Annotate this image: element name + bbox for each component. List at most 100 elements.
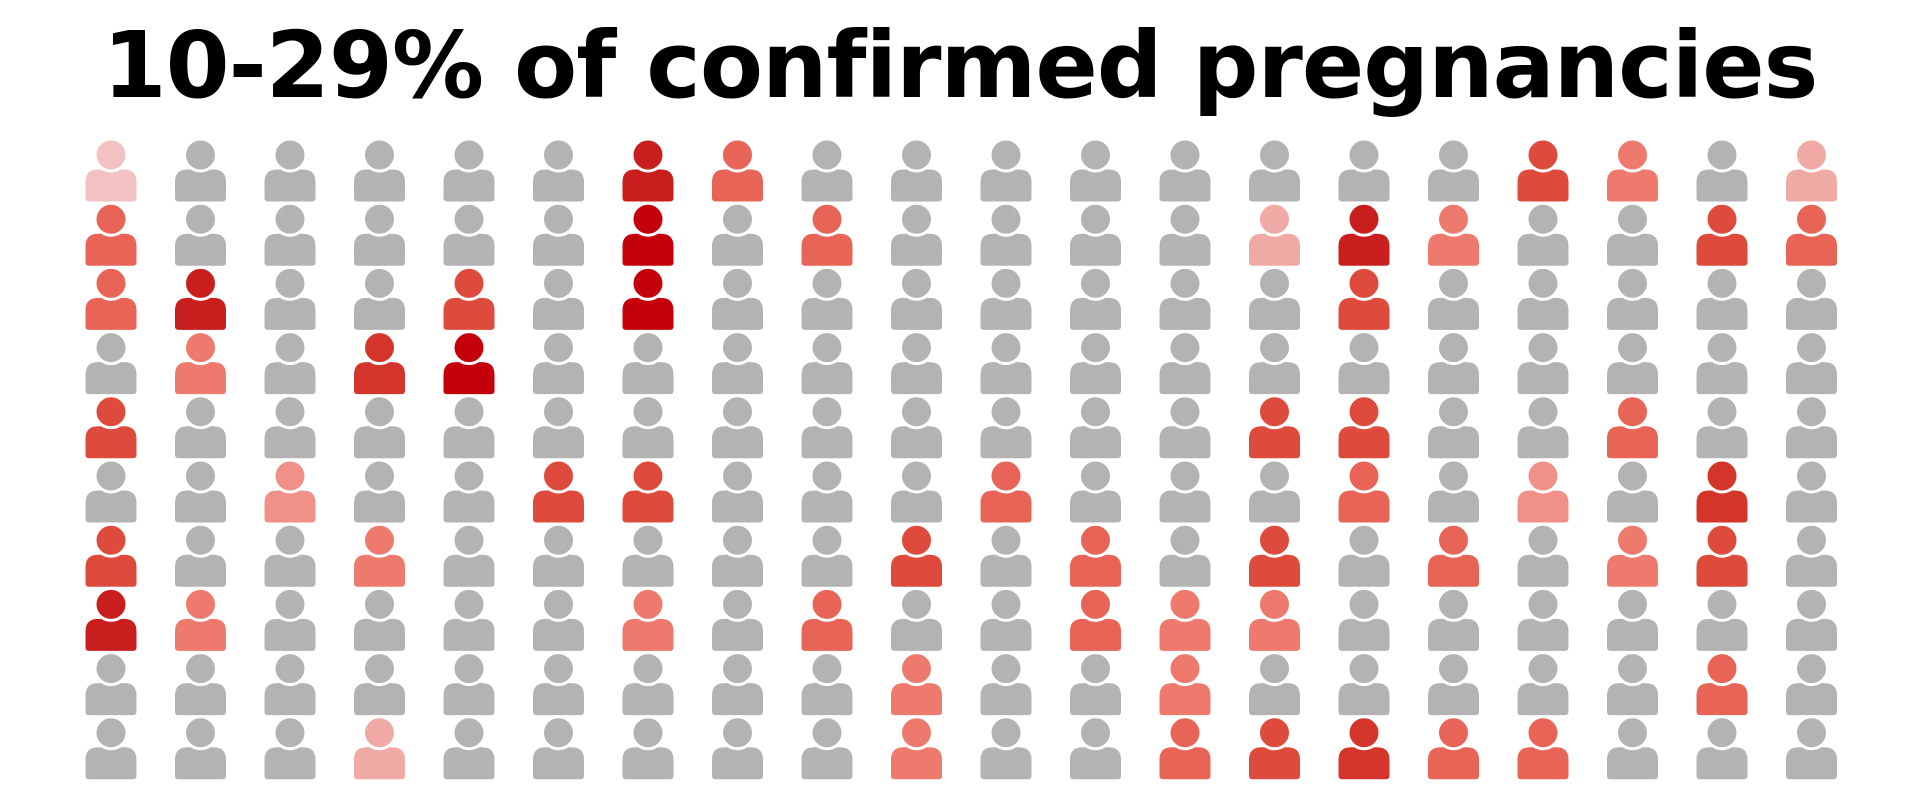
person-icon (440, 458, 498, 526)
person-icon (1783, 458, 1840, 526)
person-icon (351, 330, 408, 398)
chart-title: 10-29% of confirmed pregnancies (102, 12, 1819, 119)
person-icon (82, 586, 140, 654)
person-icon (1783, 522, 1840, 590)
person-icon (530, 265, 587, 333)
person-icon (1246, 522, 1303, 590)
person-icon (82, 265, 140, 333)
person-icon (1425, 137, 1482, 205)
person-icon (1335, 265, 1393, 333)
person-icon (709, 330, 766, 398)
person-icon (1783, 651, 1840, 719)
person-icon (1246, 330, 1303, 398)
person-icon (1156, 522, 1214, 590)
person-icon (351, 522, 408, 590)
person-icon (709, 201, 766, 269)
person-icon (619, 394, 677, 462)
person-icon (530, 522, 587, 590)
person-icon (1514, 330, 1572, 398)
person-icon (351, 458, 408, 526)
person-icon (619, 265, 677, 333)
person-icon (798, 394, 856, 462)
person-icon (709, 715, 766, 783)
person-icon (82, 458, 140, 526)
person-icon (619, 651, 677, 719)
person-icon (1693, 394, 1751, 462)
person-icon (1156, 458, 1214, 526)
person-icon (82, 137, 140, 205)
person-icon (888, 137, 945, 205)
person-icon (888, 201, 945, 269)
person-icon (440, 651, 498, 719)
person-icon (1514, 458, 1572, 526)
person-icon (1693, 265, 1751, 333)
person-icon (1335, 522, 1393, 590)
person-icon (888, 458, 945, 526)
person-icon (1604, 330, 1661, 398)
person-icon (440, 201, 498, 269)
person-icon (619, 137, 677, 205)
person-icon (1425, 586, 1482, 654)
person-icon (440, 715, 498, 783)
person-icon (1425, 201, 1482, 269)
person-icon (709, 522, 766, 590)
person-icon (440, 586, 498, 654)
person-icon (82, 201, 140, 269)
person-icon (1604, 458, 1661, 526)
person-icon (888, 651, 945, 719)
person-icon (351, 394, 408, 462)
person-icon (172, 265, 229, 333)
person-icon (172, 522, 229, 590)
person-icon (1335, 330, 1393, 398)
person-icon (1067, 458, 1124, 526)
person-icon (261, 265, 319, 333)
person-icon (1604, 265, 1661, 333)
person-icon (1693, 651, 1751, 719)
person-icon (798, 522, 856, 590)
person-icon (888, 522, 945, 590)
person-icon (1514, 522, 1572, 590)
person-icon (1604, 586, 1661, 654)
person-icon (1067, 586, 1124, 654)
person-icon (1246, 394, 1303, 462)
person-icon (1246, 458, 1303, 526)
person-icon (1514, 394, 1572, 462)
person-icon (440, 330, 498, 398)
person-icon (977, 651, 1035, 719)
person-icon (888, 715, 945, 783)
person-icon (1514, 137, 1572, 205)
person-icon (1604, 137, 1661, 205)
person-icon (530, 330, 587, 398)
person-icon (1693, 201, 1751, 269)
person-icon (261, 137, 319, 205)
person-icon (261, 330, 319, 398)
person-icon (172, 137, 229, 205)
person-icon (977, 394, 1035, 462)
person-icon (1156, 651, 1214, 719)
person-icon (261, 201, 319, 269)
person-icon (351, 201, 408, 269)
person-icon (82, 330, 140, 398)
person-icon (172, 394, 229, 462)
person-icon (530, 715, 587, 783)
person-icon (351, 586, 408, 654)
person-icon (709, 394, 766, 462)
person-icon (261, 651, 319, 719)
person-icon (351, 651, 408, 719)
person-icon (1335, 458, 1393, 526)
person-icon (1425, 522, 1482, 590)
person-icon (709, 265, 766, 333)
person-icon (172, 715, 229, 783)
person-icon (1335, 715, 1393, 783)
person-icon (1604, 651, 1661, 719)
person-icon (798, 265, 856, 333)
person-icon (1156, 201, 1214, 269)
person-icon (1156, 137, 1214, 205)
person-icon (1514, 715, 1572, 783)
person-icon (1693, 458, 1751, 526)
person-icon (1604, 394, 1661, 462)
person-icon (261, 394, 319, 462)
person-icon (798, 458, 856, 526)
person-icon (1335, 137, 1393, 205)
person-icon (1335, 201, 1393, 269)
